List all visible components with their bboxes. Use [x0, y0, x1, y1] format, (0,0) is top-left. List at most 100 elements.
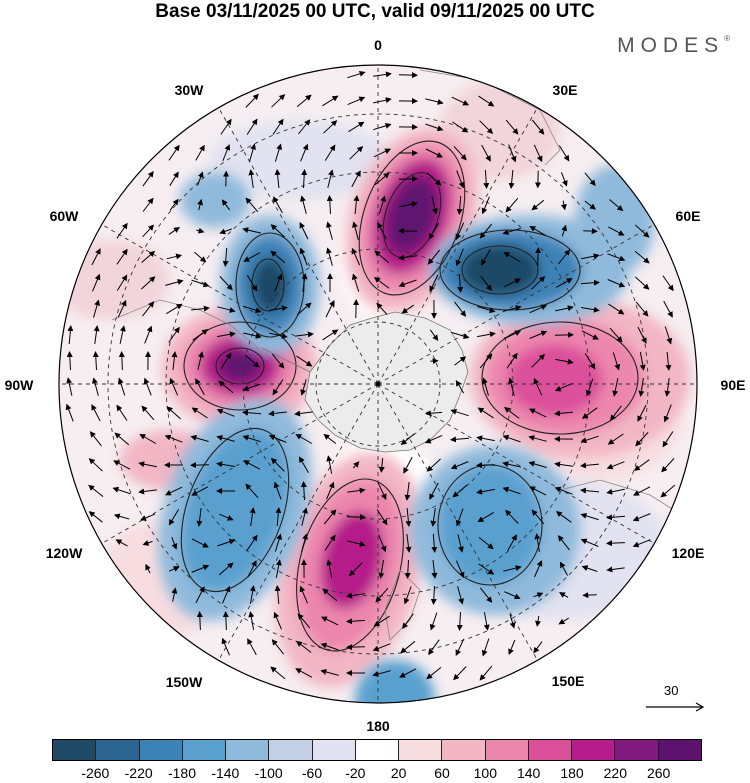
- wind-vector-arrow: [557, 535, 570, 551]
- wind-vector-arrow: [164, 434, 183, 443]
- wind-vector-arrow: [142, 540, 153, 546]
- wind-vector-arrow: [243, 305, 262, 314]
- wind-vector-arrow: [92, 273, 101, 292]
- wind-vector-arrow: [351, 170, 361, 188]
- wind-vector-arrow: [141, 250, 156, 263]
- wind-vector-arrow: [113, 460, 131, 470]
- wind-vector-arrow: [197, 351, 204, 370]
- wind-vector-arrow: [326, 247, 333, 266]
- wind-vector-arrow: [248, 611, 255, 630]
- wind-vector-arrow: [425, 148, 443, 158]
- colorbar-swatch: [355, 740, 400, 760]
- wind-vector-arrow: [508, 377, 515, 396]
- wind-vector-arrow: [635, 432, 649, 447]
- wind-vector-arrow: [558, 145, 570, 162]
- wind-vector-arrow: [194, 251, 207, 263]
- wind-vector-arrow: [117, 377, 126, 396]
- wind-vector-arrow: [373, 615, 390, 627]
- wind-vector-arrow: [609, 199, 624, 212]
- wind-vector-arrow: [301, 507, 308, 526]
- wind-vector-arrow: [606, 461, 625, 470]
- registered-mark: ®: [724, 34, 730, 43]
- wind-vector-arrow: [581, 253, 600, 260]
- wind-vector-arrow: [274, 273, 283, 292]
- wind-vector-arrow: [503, 305, 522, 312]
- wind-vector-arrow: [323, 433, 337, 444]
- reference-vector-label: 30: [664, 683, 679, 698]
- brand-name: MODES: [617, 34, 725, 57]
- wind-vector-arrow: [399, 201, 418, 208]
- wind-vector-arrow: [118, 351, 125, 371]
- wind-vector-arrow: [219, 276, 233, 291]
- wind-vector-arrow: [296, 355, 313, 367]
- wind-vector-arrow: [428, 223, 440, 240]
- wind-vector-arrow: [272, 379, 284, 396]
- wind-vector-arrow: [634, 276, 650, 290]
- colorbar-swatch: [399, 740, 443, 760]
- wind-vector-arrow: [325, 300, 335, 318]
- wind-vector-arrow: [477, 407, 494, 419]
- wind-vector-arrow: [324, 534, 336, 551]
- wind-vector-arrow: [398, 254, 417, 261]
- wind-vector-arrow: [504, 591, 521, 600]
- wind-vector-arrow: [609, 327, 623, 343]
- wind-vector-arrow: [376, 509, 388, 526]
- wind-vector-arrow: [400, 640, 416, 654]
- wind-vector-arrow: [378, 534, 387, 553]
- wind-vector-arrow: [191, 564, 210, 573]
- wind-vector-arrow: [405, 507, 412, 527]
- wind-vector-arrow: [352, 221, 359, 240]
- wind-vector-arrow: [507, 534, 517, 552]
- wind-vector-arrow: [426, 458, 441, 472]
- wind-vector-arrow: [398, 175, 418, 182]
- wind-vector-arrow: [508, 639, 516, 656]
- wind-vector-arrow: [663, 404, 672, 423]
- wind-vector-arrow: [453, 666, 467, 681]
- lon-label-60w: 60W: [49, 208, 79, 224]
- wind-vector-arrow: [430, 585, 437, 605]
- wind-vector-arrow: [242, 434, 261, 443]
- wind-vector-arrow: [327, 169, 334, 188]
- wind-vector-arrow: [424, 434, 443, 444]
- wind-vector-arrow: [142, 197, 154, 212]
- wind-vector-arrow: [301, 273, 308, 292]
- colorbar-swatch: [96, 740, 140, 760]
- wind-vector-arrow: [531, 119, 545, 135]
- wind-vector-arrow: [93, 325, 100, 344]
- wind-vector-arrow: [372, 643, 391, 652]
- wind-vector-arrow: [454, 356, 467, 366]
- wind-vector-arrow: [637, 404, 647, 422]
- wind-vector-arrow: [665, 351, 672, 371]
- wind-vector-arrow: [248, 169, 255, 188]
- wind-vector-arrow: [66, 377, 73, 396]
- wind-vector-arrow: [533, 377, 543, 396]
- wind-vector-arrow: [353, 195, 360, 215]
- wind-vector-arrow: [91, 404, 101, 422]
- wind-vector-arrow: [635, 301, 649, 317]
- wind-vector-arrow: [168, 227, 180, 235]
- wind-vector-arrow: [503, 252, 521, 262]
- wind-vector-arrow: [269, 332, 288, 339]
- wind-vector-arrow: [633, 459, 650, 471]
- wind-vector-arrow: [246, 118, 258, 135]
- lon-label-30w: 30W: [174, 82, 204, 98]
- wind-vector-arrow: [535, 247, 542, 267]
- wind-vector-arrow: [349, 145, 364, 160]
- wind-vector-arrow: [528, 408, 547, 418]
- wind-vector-arrow: [479, 353, 493, 369]
- wind-vector-arrow: [93, 299, 100, 318]
- wind-vector-arrow: [196, 227, 205, 234]
- wind-vector-arrow: [88, 458, 103, 472]
- wind-vector-arrow: [554, 486, 573, 495]
- wind-vector-arrow: [142, 301, 155, 317]
- lon-label-150w: 150W: [165, 674, 203, 690]
- wind-vector-arrow: [196, 611, 203, 631]
- wind-vector-arrow: [301, 533, 308, 552]
- wind-vector-arrow: [481, 196, 490, 215]
- south-pole-marker: [375, 381, 381, 387]
- wind-vector-arrow: [431, 560, 438, 579]
- wind-vector-arrow: [269, 305, 288, 312]
- wind-vector-arrow: [452, 484, 468, 498]
- wind-vector-arrow: [503, 565, 522, 572]
- wind-vector-arrow: [431, 196, 438, 215]
